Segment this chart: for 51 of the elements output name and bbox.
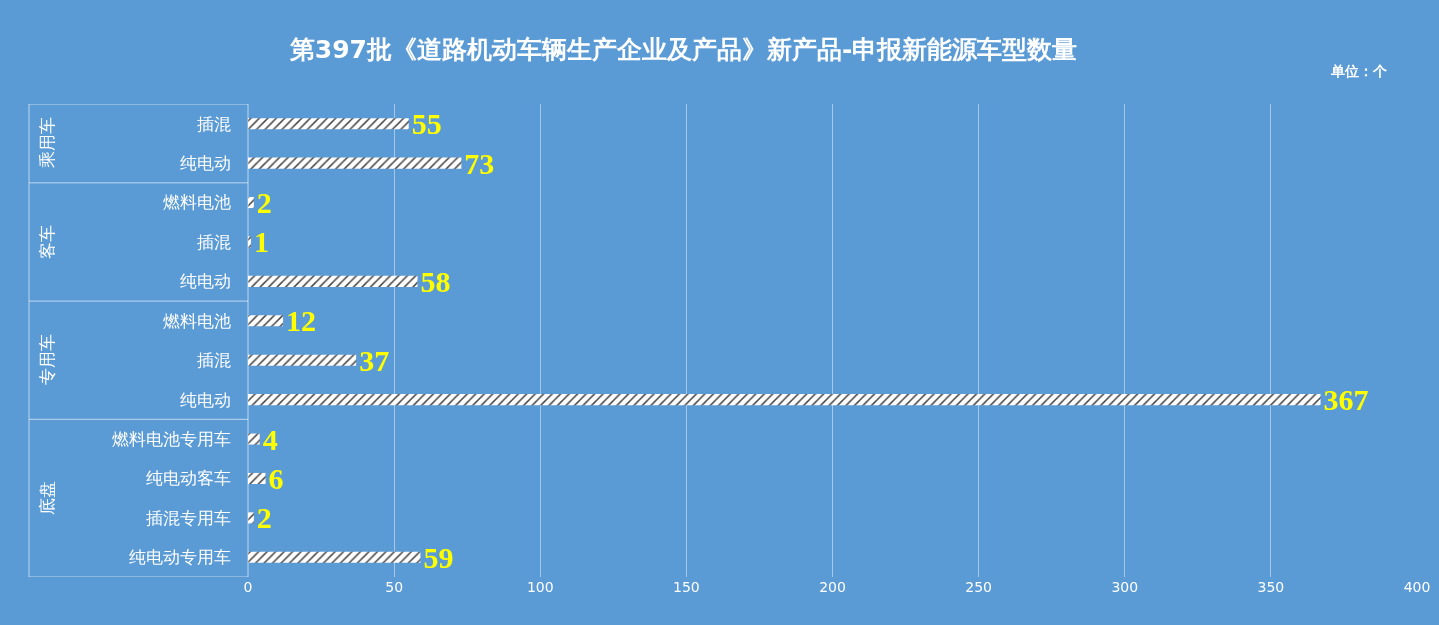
y-tick-label: 燃料电池专用车	[111, 428, 247, 449]
text: 专用车	[36, 334, 57, 386]
data-label: 2	[256, 186, 272, 220]
text: 底盘	[36, 481, 57, 516]
y-tick-label: 纯电动专用车	[128, 547, 247, 568]
bar	[248, 236, 251, 248]
x-tick-label: 200	[819, 579, 846, 595]
y-tick-label: 插混	[196, 350, 247, 371]
data-label: 4	[262, 422, 278, 456]
bar	[248, 354, 357, 366]
y-tick-label: 纯电动客车	[145, 468, 247, 489]
bar	[248, 472, 266, 484]
x-tick-label: 50	[385, 579, 404, 595]
y-tick-label: 插混专用车	[145, 507, 247, 528]
x-tick-label: 350	[1257, 579, 1285, 595]
y-tick-label: 纯电动	[179, 153, 247, 174]
text: 单位：个	[1330, 63, 1388, 79]
bar	[248, 315, 284, 327]
data-label: 37	[359, 343, 390, 377]
data-label: 59	[423, 540, 454, 574]
bar	[248, 433, 260, 445]
x-tick-label: 250	[965, 579, 992, 595]
bar	[248, 197, 254, 209]
y-tick-label: 燃料电池	[162, 310, 247, 331]
data-label: 73	[464, 146, 495, 180]
bar	[248, 275, 418, 287]
y-tick-label: 纯电动	[179, 271, 247, 292]
y-tick-label: 纯电动	[179, 389, 247, 410]
data-label: 6	[268, 461, 284, 495]
data-label: 58	[420, 264, 451, 298]
bar	[248, 512, 254, 524]
chart-title: 第397批《道路机动车辆生产企业及产品》新产品-申报新能源车型数量	[288, 35, 1078, 65]
bar	[248, 394, 1321, 406]
text: 客车	[37, 224, 58, 259]
data-label: 367	[1323, 383, 1369, 417]
data-label: 12	[286, 304, 317, 338]
x-tick-label: 150	[673, 579, 700, 595]
bar	[248, 157, 462, 169]
data-label: 2	[256, 501, 272, 535]
x-tick-label: 0	[243, 579, 253, 595]
bar	[248, 118, 409, 130]
x-tick-label: 300	[1111, 579, 1139, 595]
x-tick-label: 100	[526, 579, 554, 595]
bar	[248, 551, 421, 563]
text: 乘用车	[36, 117, 57, 169]
x-tick-label: 400	[1403, 579, 1431, 595]
y-tick-label: 插混	[196, 113, 247, 134]
y-tick-label: 燃料电池	[162, 192, 247, 213]
y-tick-label: 插混	[196, 231, 247, 252]
data-label: 55	[411, 107, 442, 141]
data-label: 1	[253, 225, 269, 259]
